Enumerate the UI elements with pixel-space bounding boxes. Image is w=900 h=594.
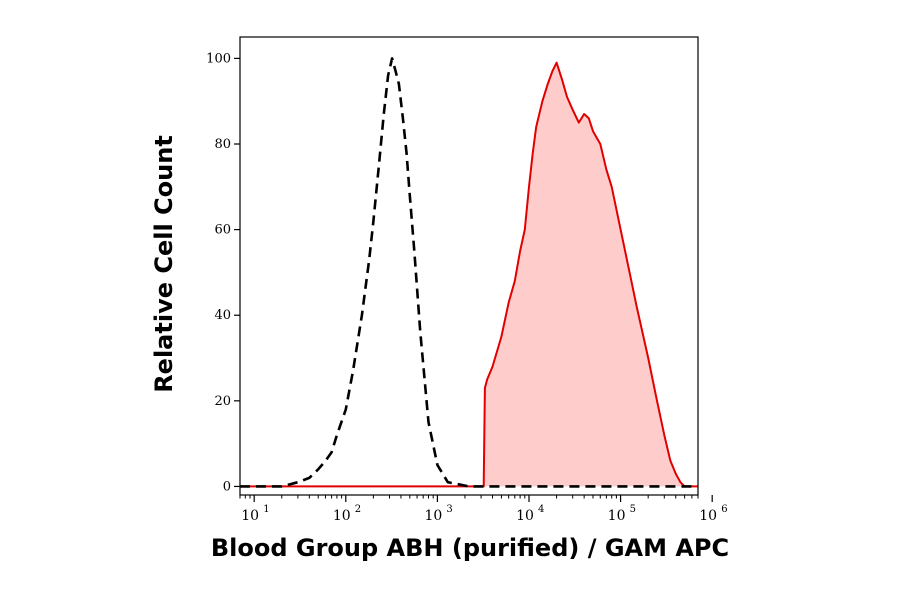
x-tick-label-2: 10 bbox=[333, 508, 351, 524]
x-tick-label-1: 10 bbox=[241, 508, 259, 524]
y-tick-label-0: 0 bbox=[223, 479, 231, 494]
y-axis: 0 20 40 60 80 100 bbox=[206, 51, 240, 494]
x-tick-label-4: 10 bbox=[516, 508, 534, 524]
series-1-fill bbox=[240, 62, 698, 487]
series-0-line bbox=[240, 57, 698, 488]
x-tick-exp-6: 6 bbox=[721, 504, 727, 515]
y-tick-label-100: 100 bbox=[206, 51, 231, 66]
x-tick-exp-2: 2 bbox=[355, 504, 361, 515]
y-tick-label-20: 20 bbox=[214, 394, 231, 409]
x-tick-label-6: 10 bbox=[699, 508, 717, 524]
x-axis-title: Blood Group ABH (purified) / GAM APC bbox=[211, 534, 729, 562]
plot-content bbox=[240, 57, 698, 488]
x-tick-label-3: 10 bbox=[424, 508, 442, 524]
y-axis-title: Relative Cell Count bbox=[150, 135, 178, 393]
x-tick-exp-5: 5 bbox=[630, 504, 636, 515]
x-axis: 10 1 10 2 10 3 10 4 10 5 10 6 bbox=[239, 495, 728, 524]
x-tick-exp-4: 4 bbox=[538, 504, 544, 515]
series-1-line bbox=[240, 61, 698, 488]
y-tick-label-60: 60 bbox=[214, 223, 231, 238]
x-tick-exp-1: 1 bbox=[263, 504, 269, 515]
plot-frame bbox=[239, 36, 699, 496]
x-tick-label-5: 10 bbox=[608, 508, 626, 524]
x-tick-exp-3: 3 bbox=[446, 504, 452, 515]
y-tick-label-40: 40 bbox=[214, 308, 231, 323]
y-tick-label-80: 80 bbox=[214, 137, 231, 152]
